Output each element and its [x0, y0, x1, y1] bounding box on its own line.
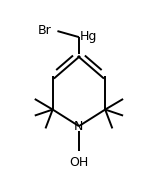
Text: N: N [74, 120, 84, 133]
Text: Br: Br [38, 24, 51, 37]
Text: Hg: Hg [80, 30, 97, 43]
Text: OH: OH [69, 156, 89, 169]
